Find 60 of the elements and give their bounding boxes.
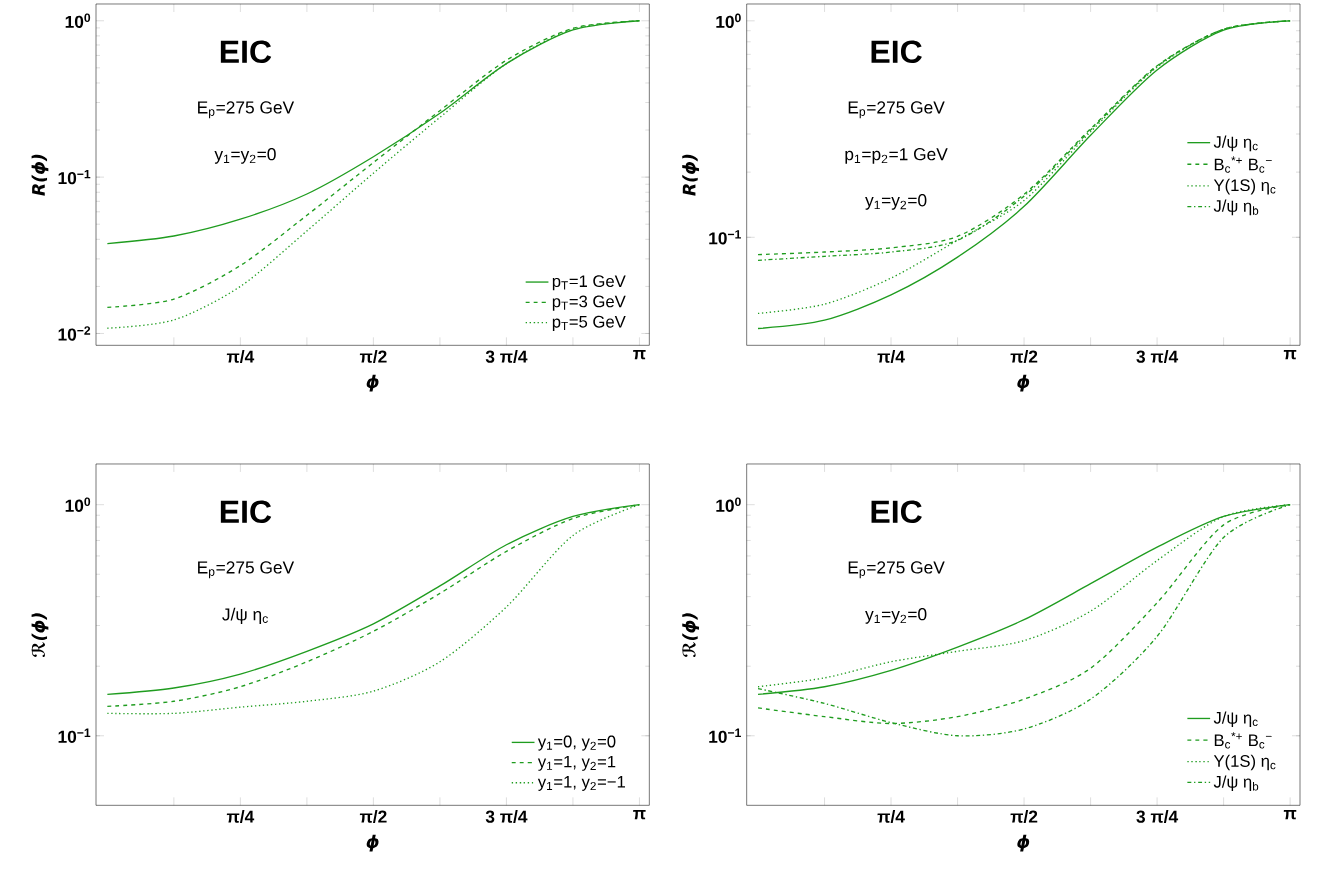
annotation: J/ψ η$_{c}$	[222, 607, 268, 624]
x-tick-label: π	[1283, 350, 1297, 360]
y-tick-label: 10$^{−1}$	[58, 728, 91, 743]
legend-label: J/ψ η$_{c}$	[1213, 711, 1258, 727]
annotation: E$_{p}$=275 GeV	[198, 101, 295, 119]
legend-label: p$_{T}$=3 GeV	[552, 295, 626, 311]
x-axis-title: ϕ	[366, 834, 379, 852]
annotation: EIC	[220, 40, 272, 64]
legend-label: y$_{1}$=0, y$_{2}$=0	[537, 735, 616, 751]
y-axis-title: R(ϕ)	[31, 154, 49, 196]
legend-label: p$_{T}$=1 GeV	[552, 275, 626, 291]
y-tick-label: 10$^{0}$	[716, 13, 741, 29]
x-tick-label: π/2	[359, 810, 387, 823]
legend-label: y$_{1}$=1, y$_{2}$=1	[537, 755, 616, 771]
x-axis-title: ϕ	[366, 374, 379, 392]
legend-label: B$_{c}$$^{*+}$ B$_{c}$−	[1214, 732, 1272, 749]
x-tick-label: π/4	[226, 810, 255, 823]
legend-label: p$_{T}$=5 GeV	[552, 315, 626, 331]
y-tick-label: 10$^{0}$	[716, 497, 741, 512]
legend-label: B$_{c}$$^{*+}$ B$_{c}$−	[1214, 156, 1272, 173]
legend-label: J/ψ η$_{b}$	[1213, 775, 1259, 791]
annotation: y$_{1}$=y$_{2}$=0	[214, 148, 276, 164]
annotation: y$_{1}$=y$_{2}$=0	[865, 608, 927, 624]
x-tick-label: 3 π/4	[485, 350, 528, 363]
x-tick-label: π	[633, 810, 646, 820]
annotation: E$_{p}$=275 GeV	[198, 561, 295, 579]
y-tick-label: 10$^{−1}$	[709, 728, 741, 743]
x-tick-label: 3 π/4	[1136, 350, 1179, 363]
x-tick-label: π/4	[226, 350, 255, 363]
y-axis-title: ℛ(ϕ)	[31, 613, 49, 658]
annotation: p$_{1}$=p$_{2}$=1 GeV	[845, 148, 948, 164]
x-tick-label: π/2	[1010, 350, 1038, 363]
x-tick-label: 3 π/4	[485, 810, 528, 823]
y-axis-title: ℛ(ϕ)	[682, 613, 700, 658]
y-tick-label: 10$^{0}$	[65, 497, 91, 512]
legend-label: J/ψ η$_{b}$	[1213, 199, 1259, 216]
x-tick-label: π	[1283, 810, 1297, 820]
y-tick-label: 10$^{−2}$	[58, 326, 91, 341]
legend-label: y$_{1}$=1, y$_{2}$=−1	[537, 776, 625, 791]
x-axis-title: ϕ	[1017, 374, 1030, 392]
annotation: y$_{1}$=y$_{2}$=0	[865, 194, 927, 210]
annotation: EIC	[871, 40, 922, 64]
annotation: EIC	[871, 500, 922, 524]
legend-label: Υ(1S) η$_{c}$	[1213, 178, 1276, 195]
y-tick-label: 10$^{−1}$	[709, 230, 741, 245]
x-tick-label: π	[633, 350, 646, 360]
annotation: E$_{p}$=275 GeV	[848, 561, 945, 579]
annotation: EIC	[220, 500, 272, 524]
x-tick-label: π/2	[359, 350, 387, 363]
annotation: E$_{p}$=275 GeV	[848, 101, 945, 119]
y-axis-title: R(ϕ)	[682, 154, 700, 196]
x-axis-title: ϕ	[1017, 834, 1030, 852]
legend-label: J/ψ η$_{c}$	[1213, 135, 1258, 152]
x-tick-label: π/4	[877, 350, 905, 363]
y-tick-label: 10$^{−1}$	[58, 169, 91, 185]
y-tick-label: 10$^{0}$	[65, 13, 91, 28]
x-tick-label: π/2	[1010, 810, 1038, 823]
legend-label: Υ(1S) η$_{c}$	[1213, 754, 1276, 771]
x-tick-label: 3 π/4	[1136, 810, 1179, 823]
x-tick-label: π/4	[877, 810, 905, 823]
